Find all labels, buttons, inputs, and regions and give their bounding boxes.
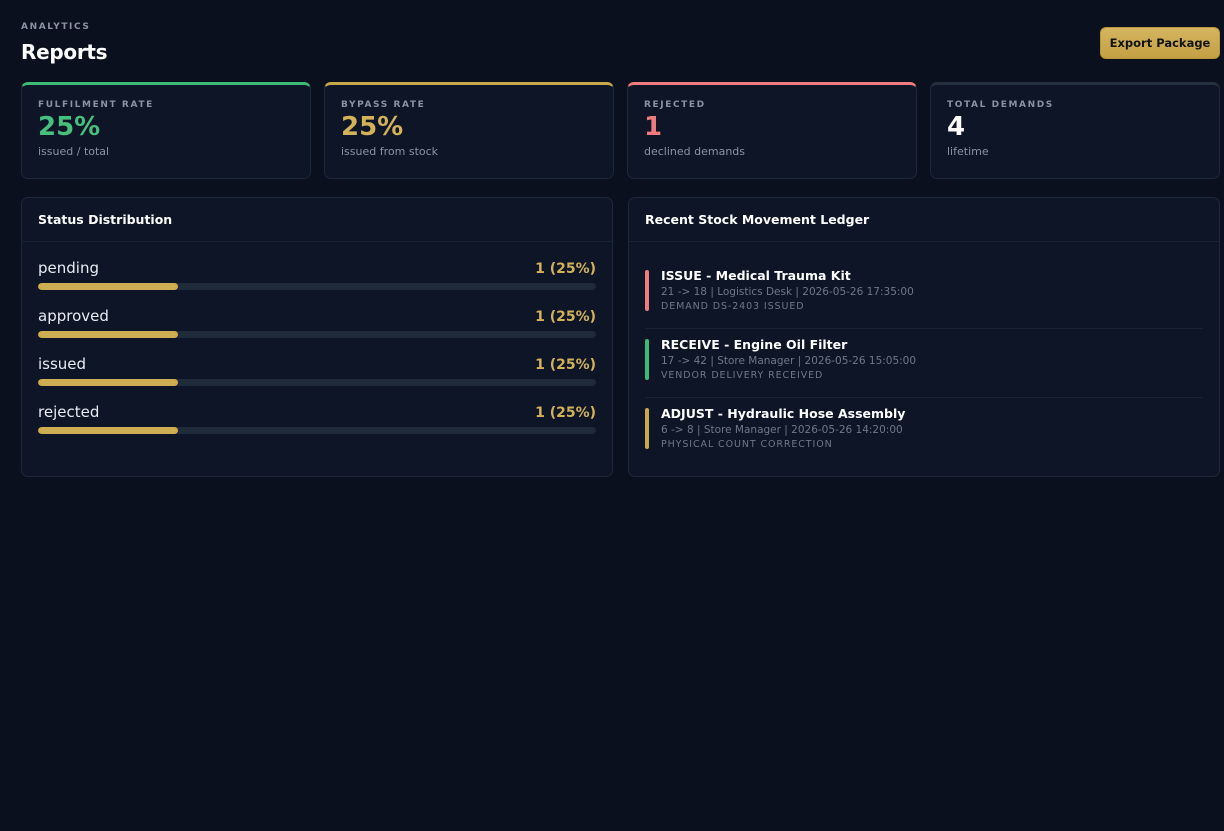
ledger-entry-note: PHYSICAL COUNT CORRECTION [661,439,833,450]
status-distribution-panel: Status Distribution pending 1 (25%) appr… [21,197,613,477]
panel-title: Status Distribution [22,198,612,242]
stat-label: FULFILMENT RATE [38,100,154,110]
status-progress-track [38,331,596,338]
status-name: approved [38,307,109,325]
panel-title: Recent Stock Movement Ledger [629,198,1219,242]
stat-value: 25% [38,112,101,142]
stat-card-total-demands: TOTAL DEMANDS 4 lifetime [930,82,1220,179]
ledger-list: ISSUE - Medical Trauma Kit 21 -> 18 | Lo… [629,242,1219,467]
stat-label: TOTAL DEMANDS [947,100,1054,110]
stat-card-bypass-rate: BYPASS RATE 25% issued from stock [324,82,614,179]
status-progress-track [38,283,596,290]
ledger-entry[interactable]: ISSUE - Medical Trauma Kit 21 -> 18 | Lo… [645,260,1203,329]
status-row-rejected: rejected 1 (25%) [38,403,596,451]
status-name: issued [38,355,87,373]
status-name: rejected [38,403,100,421]
stat-value: 1 [644,112,663,142]
status-distribution-list: pending 1 (25%) approved 1 (25%) [22,242,612,451]
ledger-entry-meta: 17 -> 42 | Store Manager | 2026-05-26 15… [661,355,917,367]
status-row-approved: approved 1 (25%) [38,307,596,355]
stat-value: 4 [947,112,966,142]
ledger-entry-note: VENDOR DELIVERY RECEIVED [661,370,824,381]
status-progress-fill [38,379,178,386]
ledger-type-indicator [645,270,649,311]
stat-subtitle: issued / total [38,145,110,158]
status-row-pending: pending 1 (25%) [38,259,596,307]
status-progress-track [38,379,596,386]
stat-value: 25% [341,112,404,142]
report-panels: Status Distribution pending 1 (25%) appr… [21,197,1220,477]
status-count: 1 (25%) [535,357,596,373]
stat-subtitle: declined demands [644,145,746,158]
stat-card-rejected: REJECTED 1 declined demands [627,82,917,179]
ledger-entry[interactable]: RECEIVE - Engine Oil Filter 17 -> 42 | S… [645,329,1203,398]
page-header: ANALYTICS Reports Export Package [21,0,1220,82]
status-progress-fill [38,331,178,338]
status-name: pending [38,259,99,277]
ledger-entry[interactable]: ADJUST - Hydraulic Hose Assembly 6 -> 8 … [645,398,1203,467]
ledger-type-indicator [645,408,649,449]
stat-label: REJECTED [644,100,706,110]
export-package-button[interactable]: Export Package [1100,27,1220,59]
ledger-entry-title: ADJUST - Hydraulic Hose Assembly [661,406,906,421]
ledger-type-indicator [645,339,649,380]
stat-subtitle: issued from stock [341,145,439,158]
ledger-entry-title: RECEIVE - Engine Oil Filter [661,337,848,352]
ledger-entry-meta: 6 -> 8 | Store Manager | 2026-05-26 14:2… [661,424,903,436]
status-progress-track [38,427,596,434]
ledger-entry-title: ISSUE - Medical Trauma Kit [661,268,851,283]
status-count: 1 (25%) [535,309,596,325]
status-row-issued: issued 1 (25%) [38,355,596,403]
page-title: Reports [21,40,108,64]
stat-label: BYPASS RATE [341,100,426,110]
section-eyebrow: ANALYTICS [21,22,91,32]
ledger-entry-meta: 21 -> 18 | Logistics Desk | 2026-05-26 1… [661,286,914,298]
ledger-entry-note: DEMAND DS-2403 ISSUED [661,301,805,312]
stat-subtitle: lifetime [947,145,989,158]
stat-card-fulfilment-rate: FULFILMENT RATE 25% issued / total [21,82,311,179]
stock-ledger-panel: Recent Stock Movement Ledger ISSUE - Med… [628,197,1220,477]
status-count: 1 (25%) [535,261,596,277]
status-count: 1 (25%) [535,405,596,421]
status-progress-fill [38,283,178,290]
status-progress-fill [38,427,178,434]
stat-cards: FULFILMENT RATE 25% issued / total BYPAS… [21,82,1220,179]
